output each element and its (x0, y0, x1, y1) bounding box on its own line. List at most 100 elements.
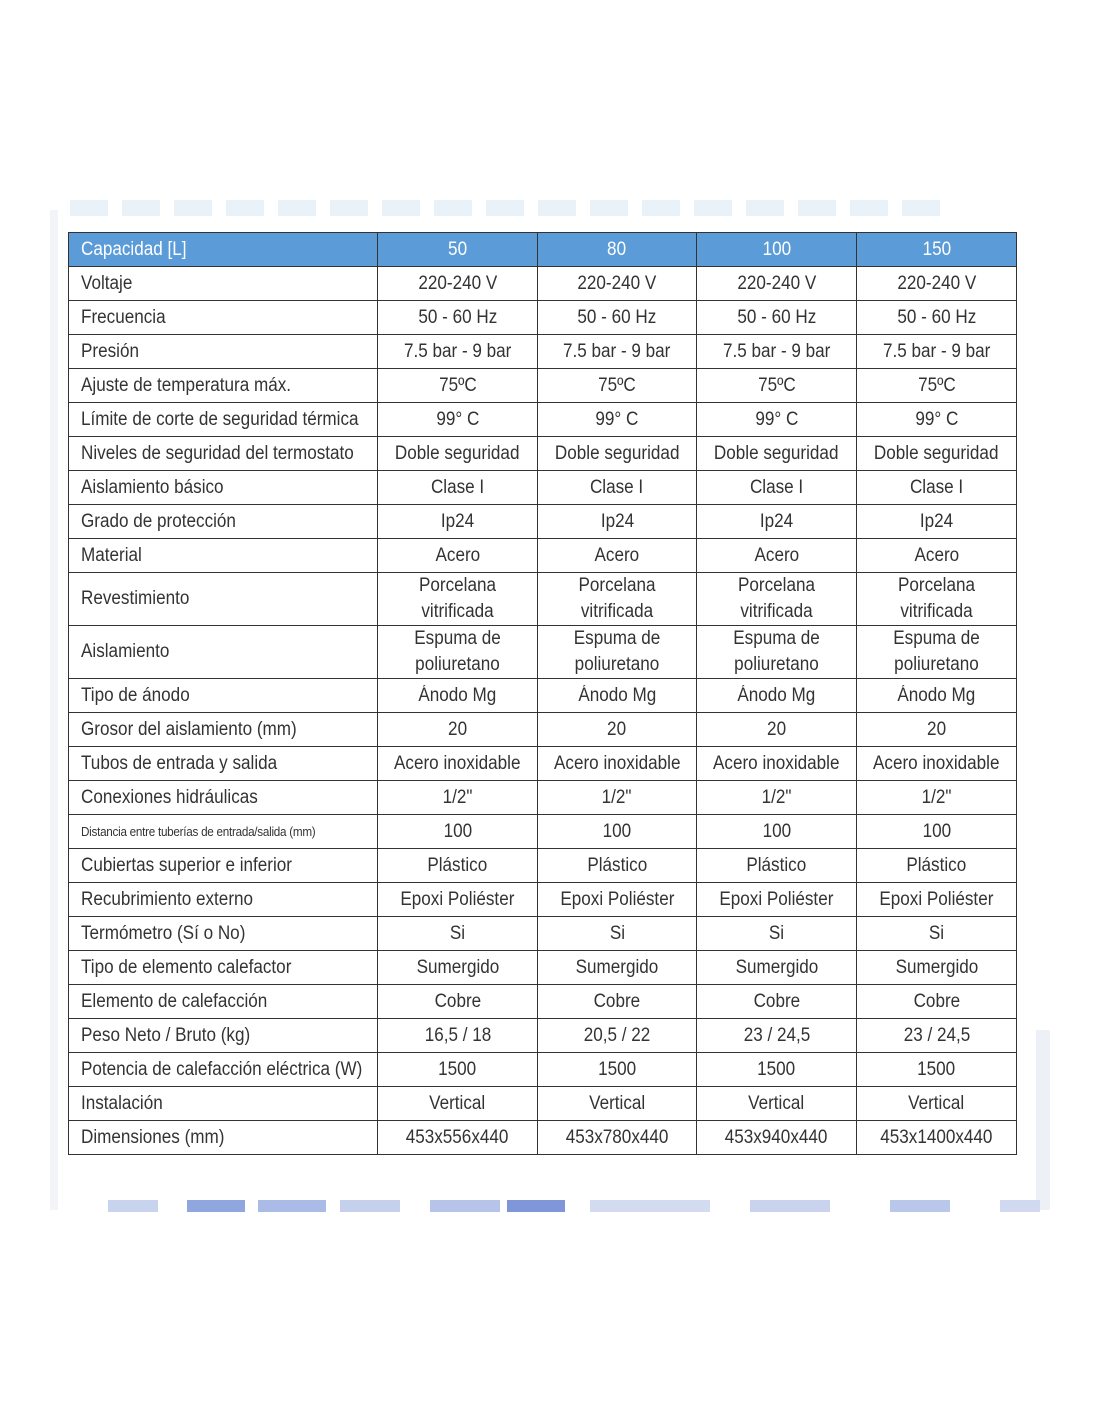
value-cell: Acero (537, 538, 697, 573)
value-cell: Doble seguridad (696, 436, 857, 471)
value-cell: 7.5 bar - 9 bar (537, 334, 697, 369)
row-label: Distancia entre tuberías de entrada/sali… (68, 814, 378, 849)
value-cell: Cobre (537, 984, 697, 1019)
row-label: Elemento de calefacción (68, 984, 378, 1019)
value-cell: 20 (856, 712, 1017, 747)
header-cell: 150 (856, 232, 1017, 267)
table-row: Revestimiento Porcelana vitrificada Porcel… (68, 572, 1017, 626)
value-cell: Cobre (856, 984, 1017, 1019)
row-label: Grado de protección (68, 504, 378, 539)
left-edge-decoration (50, 210, 58, 1210)
table-row: Termómetro (Sí o No) Si Si Si Si (68, 916, 1017, 951)
value-cell: 1/2" (696, 780, 857, 815)
row-label: Presión (68, 334, 378, 369)
value-cell: 75ºC (856, 368, 1017, 403)
value-cell: Ánodo Mg (537, 678, 697, 713)
value-cell: 220-240 V (856, 266, 1017, 301)
table-row: Tipo de ánodo Ánodo Mg Ánodo Mg Ánodo Mg Áno… (68, 678, 1017, 713)
value-cell: Cobre (696, 984, 857, 1019)
row-label: Dimensiones (mm) (68, 1120, 378, 1155)
value-cell: Acero inoxidable (377, 746, 538, 781)
value-cell: 100 (377, 814, 538, 849)
value-cell: 453x556x440 (377, 1120, 538, 1155)
value-cell: Sumergido (377, 950, 538, 985)
header-cell: 80 (537, 232, 697, 267)
value-cell: Epoxi Poliéster (537, 882, 697, 917)
value-cell: Sumergido (856, 950, 1017, 985)
value-cell: Espuma de poliuretano (377, 625, 538, 679)
row-label: Ajuste de temperatura máx. (68, 368, 378, 403)
value-cell: 99° C (377, 402, 538, 437)
value-cell: 50 - 60 Hz (696, 300, 857, 335)
value-cell: Si (377, 916, 538, 951)
value-cell: Ip24 (377, 504, 538, 539)
table-row: Tubos de entrada y salida Acero inoxidabl… (68, 746, 1017, 781)
value-cell: 453x780x440 (537, 1120, 697, 1155)
value-cell: Vertical (377, 1086, 538, 1121)
value-cell: Plástico (537, 848, 697, 883)
value-cell: 99° C (696, 402, 857, 437)
value-cell: Clase I (856, 470, 1017, 505)
faded-heading-decoration (70, 200, 950, 216)
value-cell: Porcelana vitrificada (856, 572, 1017, 626)
value-cell: Espuma de poliuretano (696, 625, 857, 679)
value-cell: 7.5 bar - 9 bar (856, 334, 1017, 369)
value-cell: Ip24 (856, 504, 1017, 539)
bottom-block-decoration (50, 1200, 1050, 1212)
value-cell: 7.5 bar - 9 bar (696, 334, 857, 369)
row-label: Material (68, 538, 378, 573)
value-cell: 50 - 60 Hz (537, 300, 697, 335)
row-label: Grosor del aislamiento (mm) (68, 712, 378, 747)
table-row: Dimensiones (mm) 453x556x440 453x780x440 45… (68, 1120, 1017, 1155)
row-label: Revestimiento (68, 572, 378, 626)
value-cell: Plástico (377, 848, 538, 883)
value-cell: Clase I (696, 470, 857, 505)
value-cell: Ip24 (696, 504, 857, 539)
table-row: Elemento de calefacción Cobre Cobre Cobre Co… (68, 984, 1017, 1019)
value-cell: Vertical (696, 1086, 857, 1121)
value-cell: Si (696, 916, 857, 951)
row-label: Niveles de seguridad del termostato (68, 436, 378, 471)
table-row: Niveles de seguridad del termostato Doble… (68, 436, 1017, 471)
value-cell: 1500 (696, 1052, 857, 1087)
value-cell: Epoxi Poliéster (696, 882, 857, 917)
value-cell: Acero inoxidable (537, 746, 697, 781)
value-cell: Epoxi Poliéster (856, 882, 1017, 917)
value-cell: 1500 (856, 1052, 1017, 1087)
value-cell: Clase I (377, 470, 538, 505)
row-label: Tubos de entrada y salida (68, 746, 378, 781)
value-cell: Ánodo Mg (856, 678, 1017, 713)
row-label: Conexiones hidráulicas (68, 780, 378, 815)
value-cell: 7.5 bar - 9 bar (377, 334, 538, 369)
row-label: Aislamiento (68, 625, 378, 679)
row-label: Recubrimiento externo (68, 882, 378, 917)
table-row: Recubrimiento externo Epoxi Poliéster Epox… (68, 882, 1017, 917)
table-row: Grado de protección Ip24 Ip24 Ip24 Ip24 (68, 504, 1017, 539)
value-cell: 75ºC (537, 368, 697, 403)
row-label: Cubiertas superior e inferior (68, 848, 378, 883)
value-cell: 100 (856, 814, 1017, 849)
row-label: Instalación (68, 1086, 378, 1121)
value-cell: Porcelana vitrificada (377, 572, 538, 626)
value-cell: 220-240 V (696, 266, 857, 301)
table-row: Potencia de calefacción eléctrica (W) 150… (68, 1052, 1017, 1087)
value-cell: Porcelana vitrificada (537, 572, 697, 626)
row-label: Termómetro (Sí o No) (68, 916, 378, 951)
value-cell: 99° C (856, 402, 1017, 437)
row-label: Peso Neto / Bruto (kg) (68, 1018, 378, 1053)
value-cell: Si (537, 916, 697, 951)
table-row: Ajuste de temperatura máx. 75ºC 75ºC 75ºC 75… (68, 368, 1017, 403)
value-cell: Acero (696, 538, 857, 573)
row-label: Tipo de elemento calefactor (68, 950, 378, 985)
value-cell: Acero (377, 538, 538, 573)
value-cell: Clase I (537, 470, 697, 505)
value-cell: Espuma de poliuretano (856, 625, 1017, 679)
value-cell: Ip24 (537, 504, 697, 539)
value-cell: 100 (696, 814, 857, 849)
value-cell: Plástico (856, 848, 1017, 883)
value-cell: 16,5 / 18 (377, 1018, 538, 1053)
value-cell: 50 - 60 Hz (377, 300, 538, 335)
table-row: Peso Neto / Bruto (kg) 16,5 / 18 20,5 / 22… (68, 1018, 1017, 1053)
value-cell: 50 - 60 Hz (856, 300, 1017, 335)
value-cell: 453x1400x440 (856, 1120, 1017, 1155)
